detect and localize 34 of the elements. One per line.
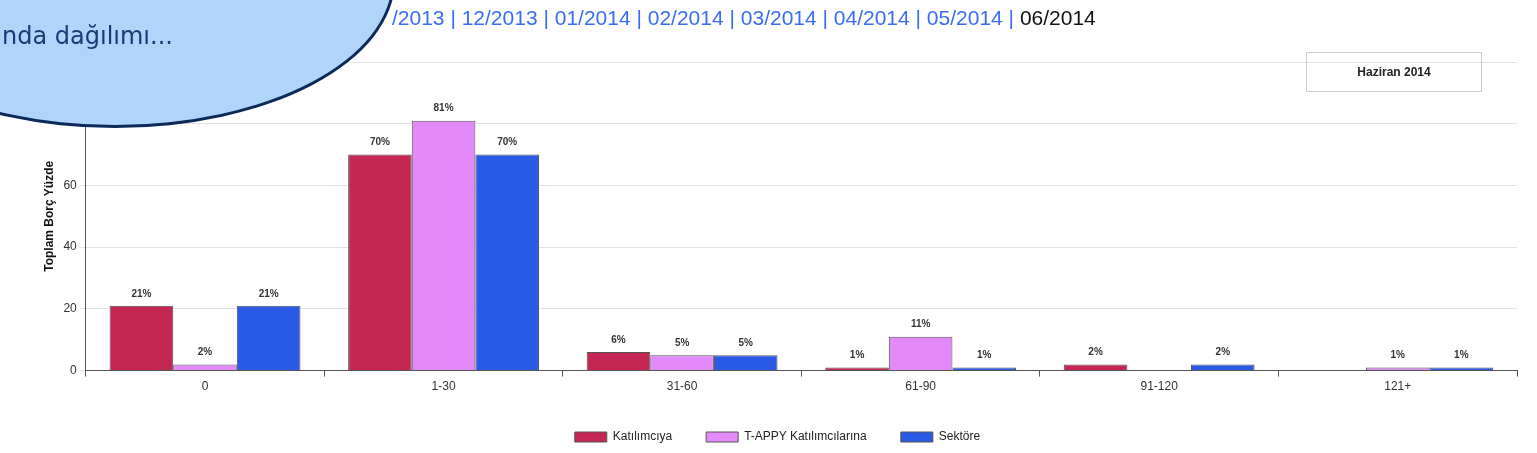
legend-label: Sektöre <box>938 429 981 444</box>
data-label: 1% <box>1454 349 1469 361</box>
data-label: 2% <box>1215 346 1231 358</box>
chart-title: Haziran 2014 <box>1306 52 1482 92</box>
y-tick-label: 0 <box>70 362 78 377</box>
x-tick-label: 91-120 <box>1140 379 1179 394</box>
legend-label: Katılımcıya <box>612 429 673 444</box>
data-label: 1% <box>977 349 992 361</box>
x-tick-label: 1-30 <box>431 379 456 394</box>
data-label: 21% <box>131 287 152 299</box>
x-tick-label: 121+ <box>1384 379 1412 394</box>
y-tick-label: 20 <box>63 301 78 316</box>
text: nda dağılımı... <box>2 22 173 50</box>
data-label: 11% <box>910 318 931 330</box>
data-label: 2% <box>1088 346 1103 358</box>
y-tick-label: 40 <box>63 239 78 254</box>
data-label: 70% <box>369 136 391 148</box>
x-tick-label: 0 <box>201 379 209 394</box>
data-label: 81% <box>433 102 454 114</box>
data-label: 5% <box>674 336 690 348</box>
legend-label: T-APPY Katılımcılarına <box>744 429 867 444</box>
data-label: 21% <box>258 287 279 299</box>
x-tick-label: 31-60 <box>666 379 698 394</box>
text: /2013 | 12/2013 | 01/2014 | 02/2014 | 03/2014 | 04/2014 | 05/2014 | <box>392 6 1015 29</box>
data-label: 70% <box>497 136 518 148</box>
y-axis-title: Toplam Borç Yüzde <box>41 160 56 272</box>
data-label: 6% <box>611 333 626 345</box>
text: 06/2014 <box>1019 6 1096 29</box>
data-label: 1% <box>849 349 865 361</box>
data-label: 5% <box>738 336 754 348</box>
data-label: 2% <box>197 346 213 358</box>
data-label: 1% <box>1390 349 1406 361</box>
x-tick-label: 61-90 <box>905 379 937 394</box>
y-tick-label: 60 <box>63 177 78 192</box>
